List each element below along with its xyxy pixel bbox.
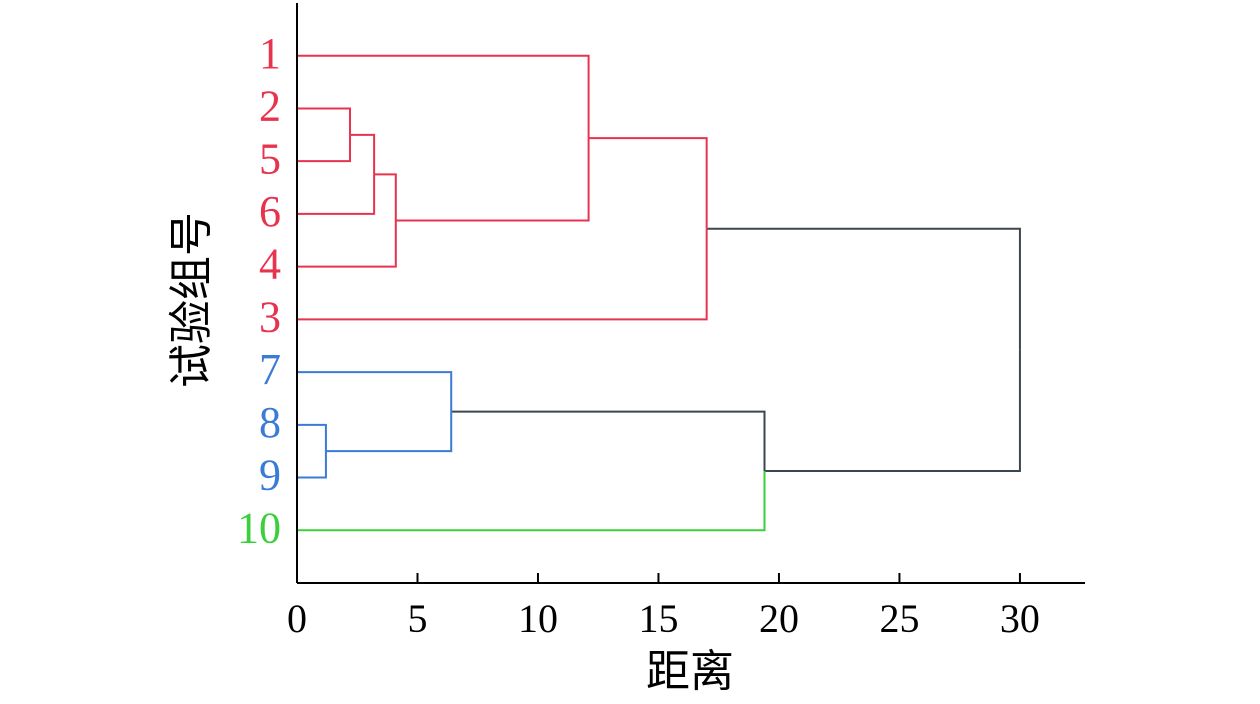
branch — [297, 134, 352, 163]
branch — [297, 54, 590, 139]
x-tick-label: 15 — [638, 596, 678, 641]
leaf-label: 7 — [259, 345, 281, 394]
leaf-label: 10 — [237, 503, 281, 552]
y-axis-label: 试验组号 — [167, 212, 216, 388]
leaf-label: 3 — [259, 292, 281, 341]
x-tick-label: 10 — [518, 596, 558, 641]
x-tick-label: 20 — [759, 596, 799, 641]
branch — [297, 451, 327, 479]
leaf-label: 8 — [259, 398, 281, 447]
leaf-label: 4 — [259, 240, 281, 289]
x-tick-label: 5 — [407, 596, 427, 641]
branch — [350, 133, 376, 175]
branch — [395, 138, 590, 222]
branch — [297, 228, 708, 321]
leaf-label: 2 — [259, 82, 281, 131]
leaf-label: 6 — [259, 187, 281, 236]
x-tick-label: 25 — [879, 596, 919, 641]
leaf-label: 5 — [259, 134, 281, 183]
branch — [706, 227, 1021, 350]
branch — [374, 173, 397, 221]
branch — [588, 137, 708, 229]
branch — [764, 349, 1021, 472]
branch — [297, 107, 352, 135]
x-axis-label: 距离 — [646, 647, 734, 696]
leaf-label: 9 — [259, 451, 281, 500]
branch — [297, 220, 397, 268]
branch — [297, 174, 376, 215]
branch — [297, 371, 453, 412]
branch — [451, 410, 766, 471]
leaf-label: 1 — [259, 29, 281, 78]
branch — [297, 423, 327, 452]
x-tick-label: 30 — [1000, 596, 1040, 641]
branch — [297, 470, 766, 532]
branch — [325, 411, 453, 453]
x-tick-label: 0 — [287, 596, 307, 641]
